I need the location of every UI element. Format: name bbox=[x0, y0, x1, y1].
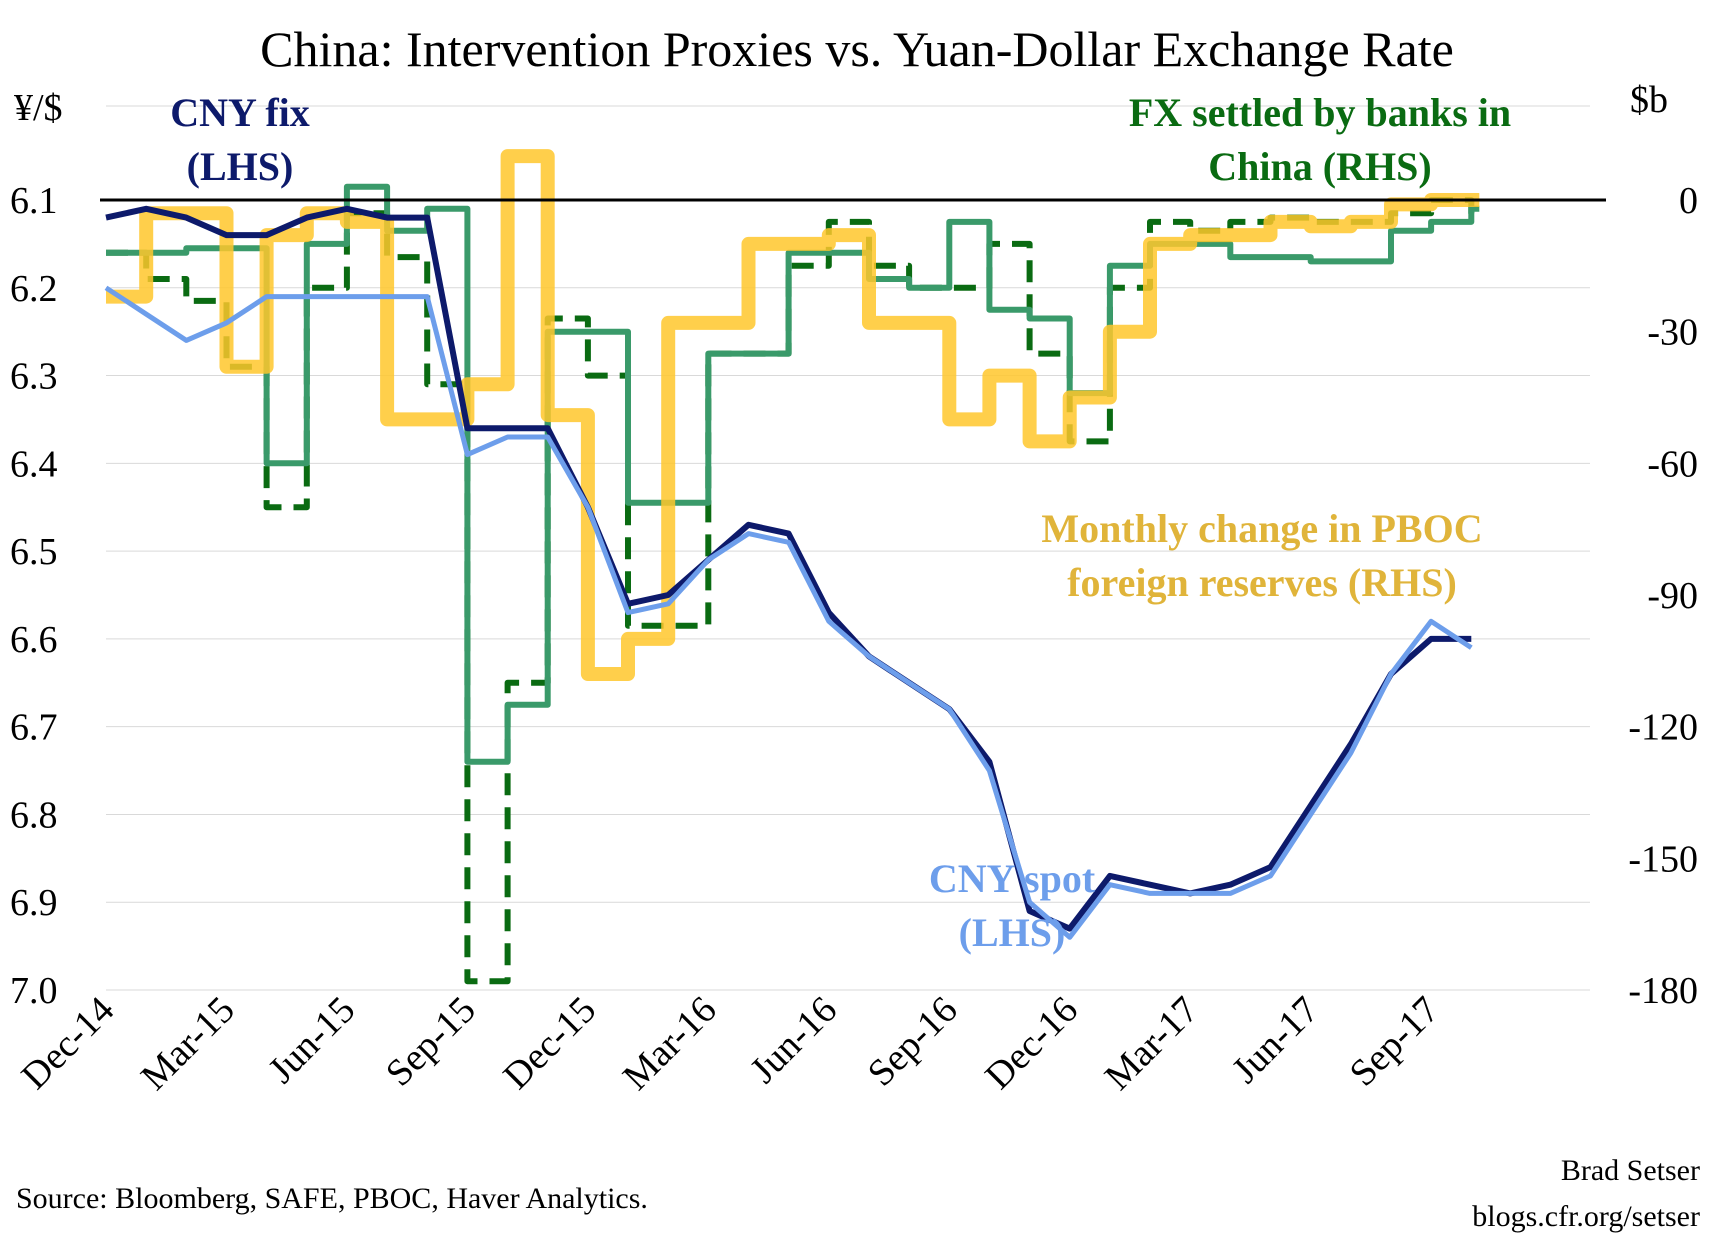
right-tick-label: -180 bbox=[1628, 970, 1698, 1012]
annotation-label: China (RHS) bbox=[1208, 144, 1431, 189]
right-tick-label: -90 bbox=[1647, 575, 1698, 617]
x-tick-label: Sep-15 bbox=[378, 989, 484, 1095]
x-tick-label: Jun-17 bbox=[1224, 989, 1327, 1092]
right-axis-ticks: 0 -30 -60 -90 -120 -150 -180 bbox=[1628, 180, 1698, 1012]
left-tick-label: 6.2 bbox=[10, 268, 58, 310]
x-tick-label: Mar-16 bbox=[615, 989, 725, 1099]
series-line bbox=[104, 285, 1473, 940]
series-lines bbox=[104, 149, 1480, 985]
series-line bbox=[105, 205, 1472, 932]
left-tick-label: 6.1 bbox=[10, 180, 58, 222]
author-name: Brad Setser bbox=[1561, 1154, 1700, 1187]
x-tick-label: Dec-15 bbox=[495, 989, 604, 1098]
author-url: blogs.cfr.org/setser bbox=[1472, 1200, 1700, 1233]
left-tick-label: 6.8 bbox=[10, 794, 58, 836]
right-tick-label: -120 bbox=[1628, 707, 1698, 749]
annotation-label: FX settled by banks in bbox=[1129, 90, 1511, 135]
x-tick-label: Jun-16 bbox=[742, 989, 845, 1092]
right-tick-label: -150 bbox=[1628, 838, 1698, 880]
annotation-label: CNY fix bbox=[170, 90, 310, 135]
left-tick-label: 6.4 bbox=[10, 443, 58, 485]
left-tick-label: 6.9 bbox=[10, 882, 58, 924]
left-axis-ticks: 6.1 6.2 6.3 6.4 6.5 6.6 6.7 6.8 6.9 7.0 bbox=[10, 180, 58, 1012]
chart-title: China: Intervention Proxies vs. Yuan-Dol… bbox=[260, 21, 1454, 77]
annotation-label: foreign reserves (RHS) bbox=[1067, 560, 1457, 605]
x-tick-label: Mar-15 bbox=[133, 989, 243, 1099]
x-tick-label: Sep-16 bbox=[860, 989, 966, 1095]
right-axis-label: $b bbox=[1630, 79, 1668, 121]
annotation-label: CNY spot bbox=[929, 856, 1096, 901]
source-note: Source: Bloomberg, SAFE, PBOC, Haver Ana… bbox=[16, 1182, 648, 1215]
annotation-label: (LHS) bbox=[959, 910, 1066, 955]
series-annotations: CNY fix (LHS) FX settled by banks in China … bbox=[170, 90, 1511, 955]
left-tick-label: 7.0 bbox=[10, 970, 58, 1012]
left-tick-label: 6.5 bbox=[10, 531, 58, 573]
x-axis-ticks: Dec-14 Mar-15 Jun-15 Sep-15 Dec-15 Mar-16 Jun-… bbox=[14, 989, 1448, 1099]
x-tick-label: Sep-17 bbox=[1342, 989, 1448, 1095]
left-axis-label: ¥/$ bbox=[14, 87, 63, 129]
series-line bbox=[106, 149, 1480, 681]
right-tick-label: 0 bbox=[1679, 180, 1698, 222]
left-tick-label: 6.7 bbox=[10, 707, 58, 749]
x-tick-label: Dec-16 bbox=[977, 989, 1086, 1098]
annotation-label: (LHS) bbox=[187, 144, 294, 189]
right-tick-label: -30 bbox=[1647, 312, 1698, 354]
x-tick-label: Jun-15 bbox=[260, 989, 363, 1092]
right-tick-label: -60 bbox=[1647, 443, 1698, 485]
series-line bbox=[106, 183, 1480, 765]
x-tick-label: Mar-17 bbox=[1097, 989, 1207, 1099]
left-tick-label: 6.6 bbox=[10, 619, 58, 661]
left-tick-label: 6.3 bbox=[10, 356, 58, 398]
annotation-label: Monthly change in PBOC bbox=[1041, 506, 1482, 551]
